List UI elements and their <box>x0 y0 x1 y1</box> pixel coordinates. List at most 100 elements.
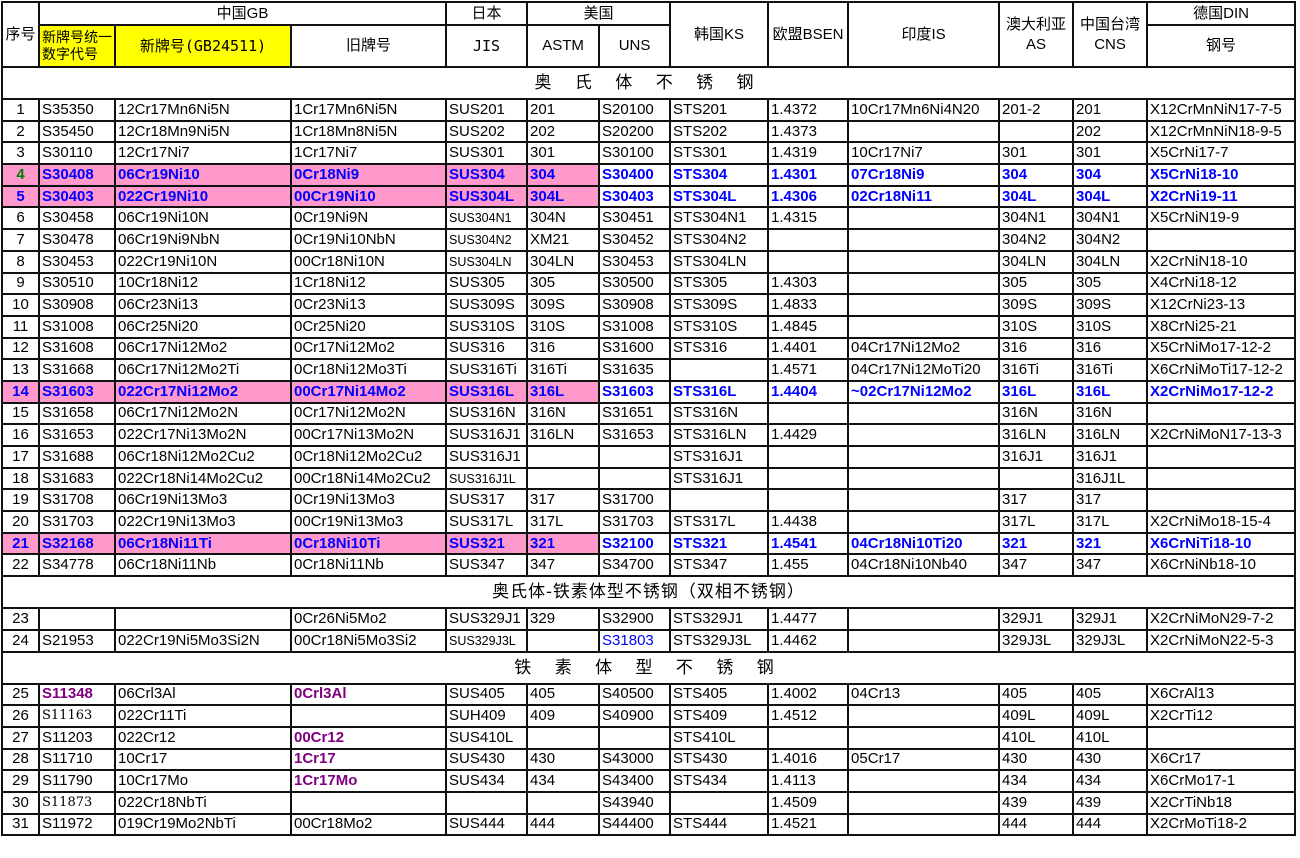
cell-new-grade <box>114 607 292 631</box>
cell-astm: 444 <box>526 812 601 837</box>
cell-unified-code: S31008 <box>38 314 116 339</box>
cell-jis: SUS347 <box>445 553 529 578</box>
cell-unified-code: S30478 <box>38 228 116 252</box>
cell-bsen: 1.4833 <box>767 293 850 317</box>
cell-din: X5CrNi17-7 <box>1146 141 1297 166</box>
cell-ks: STS410L <box>669 725 770 750</box>
cell-din: X5CrNi18-10 <box>1146 163 1297 187</box>
cell-is <box>847 725 1001 750</box>
cell-uns: S40500 <box>598 682 672 707</box>
row-number: 11 <box>1 314 40 339</box>
cell-astm: 304LN <box>526 249 601 274</box>
cell-astm: 201 <box>526 98 601 122</box>
cell-as: 316Ti <box>998 358 1075 382</box>
cell-astm <box>526 790 601 815</box>
cell-din: X2CrTiNb18 <box>1146 790 1297 815</box>
cell-uns: S30400 <box>598 163 672 187</box>
cell-uns: S31651 <box>598 401 672 426</box>
cell-bsen: 1.4571 <box>767 358 850 382</box>
cell-as: 304N2 <box>998 228 1075 252</box>
cell-unified-code <box>38 607 116 631</box>
cell-jis: SUS410L <box>445 725 529 750</box>
cell-din: X2CrNiMoN17-13-3 <box>1146 423 1297 447</box>
cell-cns: 316Ti <box>1072 358 1149 382</box>
cell-bsen: 1.4477 <box>767 607 850 631</box>
header-taiwan-cns: 中国台湾CNS <box>1072 1 1149 68</box>
cell-ks: STS329J3L <box>669 628 770 653</box>
cell-jis: SUS202 <box>445 119 529 144</box>
cell-new-grade: 06Crl3Al <box>114 682 292 707</box>
cell-is <box>847 628 1001 653</box>
cell-din <box>1146 401 1297 426</box>
cell-jis: SUS316 <box>445 336 529 361</box>
header-row-1: 序号 中国GB 日本 美国 韩国KS 欧盟BSEN 印度IS 澳大利亚AS 中国… <box>1 1 1297 68</box>
cell-is <box>847 401 1001 426</box>
cell-bsen: 1.4521 <box>767 812 850 837</box>
cell-din: X6CrMo17-1 <box>1146 769 1297 793</box>
cell-is: 10Cr17Mn6Ni4N20 <box>847 98 1001 122</box>
cell-is: 05Cr17 <box>847 747 1001 772</box>
cell-new-grade: 022Cr11Ti <box>114 704 292 728</box>
cell-new-grade: 022Cr19Ni13Mo3 <box>114 510 292 534</box>
cell-bsen: 1.4438 <box>767 510 850 534</box>
cell-din: X2CrNiMoN29-7-2 <box>1146 607 1297 631</box>
cell-ks: STS310S <box>669 314 770 339</box>
cell-as: 316LN <box>998 423 1075 447</box>
cell-astm: 304 <box>526 163 601 187</box>
cell-bsen <box>767 401 850 426</box>
cell-astm <box>526 466 601 491</box>
cell-astm: 434 <box>526 769 601 793</box>
cell-astm: 309S <box>526 293 601 317</box>
cell-jis: SUS304N2 <box>445 228 529 252</box>
table-row: 16 S31653 022Cr17Ni13Mo2N 00Cr17Ni13Mo2N SUS… <box>1 423 1297 447</box>
cell-uns <box>598 725 672 750</box>
cell-unified-code: S35450 <box>38 119 116 144</box>
cell-unified-code: S31658 <box>38 401 116 426</box>
cell-bsen <box>767 249 850 274</box>
cell-cns: 439 <box>1072 790 1149 815</box>
cell-is <box>847 510 1001 534</box>
cell-is <box>847 271 1001 296</box>
row-number: 26 <box>1 704 40 728</box>
cell-din: X12CrMnNiN18-9-5 <box>1146 119 1297 144</box>
cell-cns: 309S <box>1072 293 1149 317</box>
cell-cns: 430 <box>1072 747 1149 772</box>
table-row: 26 S11163 022Cr11Ti SUH409 409 S40900 STS409 1.… <box>1 704 1297 728</box>
cell-ks: STS309S <box>669 293 770 317</box>
cell-jis: SUS316J1 <box>445 445 529 469</box>
cell-din <box>1146 466 1297 491</box>
cell-unified-code: S31683 <box>38 466 116 491</box>
cell-astm: 405 <box>526 682 601 707</box>
header-uns: UNS <box>598 24 672 68</box>
row-number: 21 <box>1 531 40 556</box>
cell-old-grade: 0Cr23Ni13 <box>289 293 448 317</box>
cell-is: 04Cr17Ni12MoTi20 <box>847 358 1001 382</box>
cell-jis: SUS310S <box>445 314 529 339</box>
cell-is <box>847 228 1001 252</box>
cell-old-grade: 1Cr17Mn6Ni5N <box>289 98 448 122</box>
cell-as: 329J1 <box>998 607 1075 631</box>
cell-cns: 202 <box>1072 119 1149 144</box>
row-number: 3 <box>1 141 40 166</box>
cell-din: X5CrNiMo17-12-2 <box>1146 336 1297 361</box>
cell-din <box>1146 725 1297 750</box>
cell-as: 304N1 <box>998 206 1075 231</box>
cell-cns: 316J1 <box>1072 445 1149 469</box>
cell-old-grade: 1Cr17Mo <box>289 769 448 793</box>
cell-new-grade: 06Cr17Ni12Mo2Ti <box>114 358 292 382</box>
cell-bsen: 1.4303 <box>767 271 850 296</box>
cell-jis: SUS321 <box>445 531 529 556</box>
cell-old-grade <box>289 790 448 815</box>
cell-new-grade: 019Cr19Mo2NbTi <box>114 812 292 837</box>
section-title: 奥 氏 体 不 锈 钢 <box>0 66 1297 100</box>
cell-uns: S30500 <box>598 271 672 296</box>
cell-unified-code: S30908 <box>38 293 116 317</box>
cell-ks: STS329J1 <box>669 607 770 631</box>
cell-new-grade: 10Cr17Mo <box>114 769 292 793</box>
cell-as <box>998 466 1075 491</box>
section-header: 铁 素 体 型 不 锈 钢 <box>0 650 1297 685</box>
cell-is <box>847 423 1001 447</box>
cell-ks: STS202 <box>669 119 770 144</box>
cell-is <box>847 769 1001 793</box>
table-row: 28 S11710 10Cr17 1Cr17 SUS430 430 S43000 STS430… <box>1 747 1297 772</box>
